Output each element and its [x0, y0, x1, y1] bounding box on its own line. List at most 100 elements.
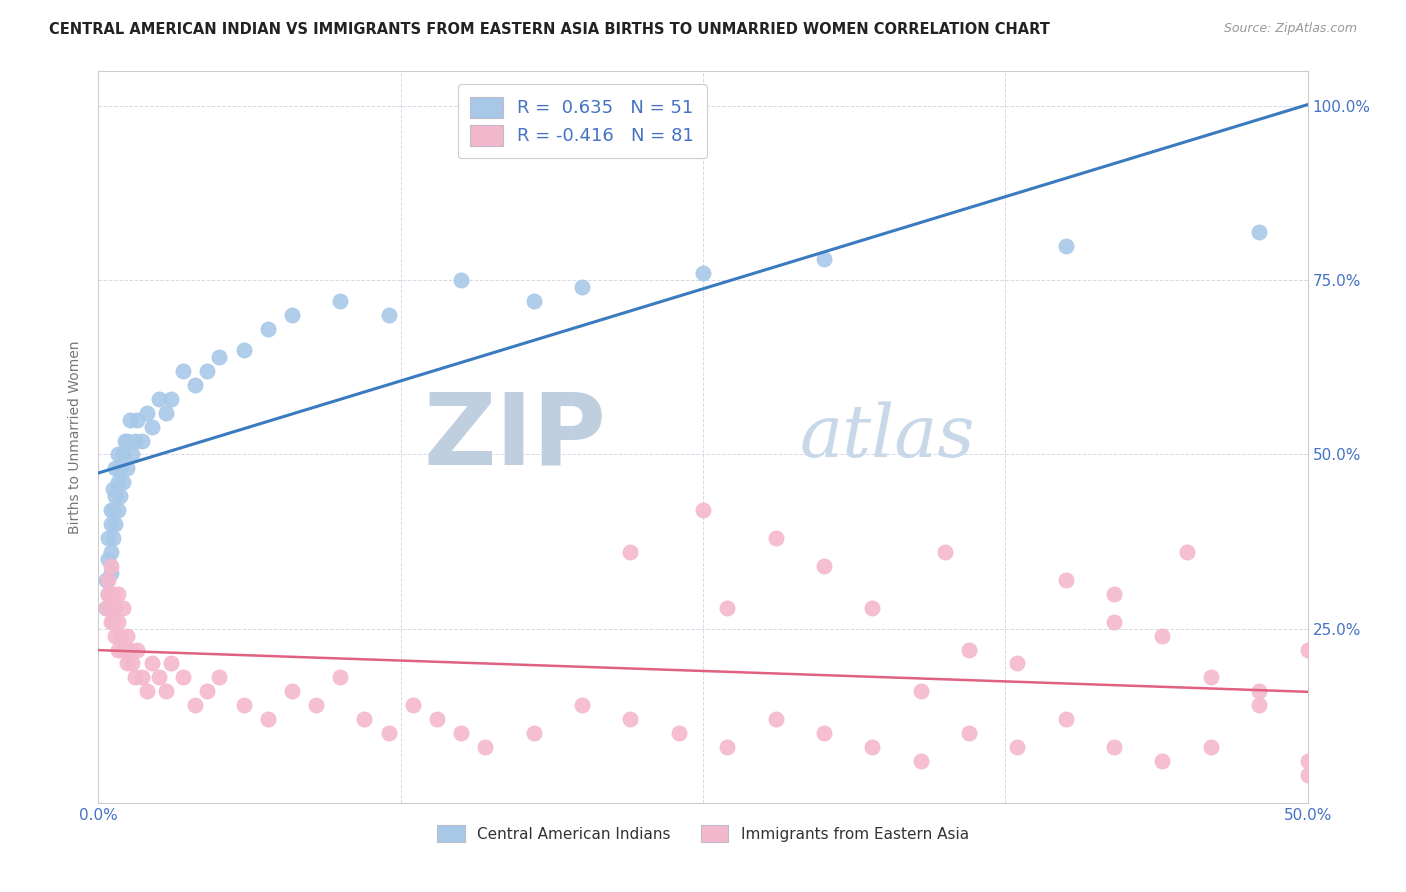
Point — [124, 670, 146, 684]
Point — [184, 698, 207, 713]
Point — [1296, 642, 1319, 657]
Point — [135, 684, 157, 698]
Text: ZIP: ZIP — [423, 389, 606, 485]
Point — [571, 698, 593, 713]
Point — [329, 670, 352, 684]
Point — [172, 364, 194, 378]
Point — [813, 726, 835, 740]
Point — [1152, 629, 1174, 643]
Point — [155, 406, 177, 420]
Y-axis label: Births to Unmarried Women: Births to Unmarried Women — [69, 341, 83, 533]
Point — [108, 489, 131, 503]
Point — [148, 392, 170, 406]
Point — [1102, 740, 1125, 755]
Point — [141, 657, 163, 671]
Point — [1102, 615, 1125, 629]
Point — [104, 461, 127, 475]
Point — [910, 684, 932, 698]
Point — [1007, 740, 1029, 755]
Point — [108, 629, 131, 643]
Point — [101, 483, 124, 497]
Point — [107, 503, 129, 517]
Point — [1175, 545, 1198, 559]
Point — [131, 434, 153, 448]
Point — [114, 434, 136, 448]
Point — [127, 412, 149, 426]
Point — [860, 600, 883, 615]
Point — [450, 273, 472, 287]
Text: atlas: atlas — [800, 401, 976, 473]
Point — [114, 642, 136, 657]
Point — [934, 545, 956, 559]
Text: CENTRAL AMERICAN INDIAN VS IMMIGRANTS FROM EASTERN ASIA BIRTHS TO UNMARRIED WOME: CENTRAL AMERICAN INDIAN VS IMMIGRANTS FR… — [49, 22, 1050, 37]
Point — [100, 615, 122, 629]
Point — [765, 531, 787, 545]
Point — [101, 587, 124, 601]
Point — [100, 545, 122, 559]
Point — [619, 545, 641, 559]
Point — [1296, 768, 1319, 782]
Point — [131, 670, 153, 684]
Point — [232, 343, 254, 357]
Point — [118, 412, 141, 426]
Point — [97, 587, 120, 601]
Point — [1102, 587, 1125, 601]
Point — [155, 684, 177, 698]
Point — [107, 642, 129, 657]
Point — [94, 573, 117, 587]
Point — [957, 642, 980, 657]
Point — [813, 558, 835, 573]
Point — [94, 600, 117, 615]
Legend: Central American Indians, Immigrants from Eastern Asia: Central American Indians, Immigrants fro… — [430, 817, 976, 850]
Point — [100, 503, 122, 517]
Point — [860, 740, 883, 755]
Point — [450, 726, 472, 740]
Point — [184, 377, 207, 392]
Point — [377, 726, 399, 740]
Point — [117, 461, 139, 475]
Point — [111, 600, 134, 615]
Point — [1054, 573, 1077, 587]
Point — [117, 657, 139, 671]
Point — [353, 712, 375, 726]
Point — [281, 684, 304, 698]
Point — [107, 475, 129, 490]
Point — [195, 364, 218, 378]
Point — [256, 712, 278, 726]
Point — [523, 294, 546, 309]
Point — [1054, 238, 1077, 252]
Point — [208, 350, 231, 364]
Point — [100, 566, 122, 580]
Point — [111, 448, 134, 462]
Point — [232, 698, 254, 713]
Point — [111, 475, 134, 490]
Point — [329, 294, 352, 309]
Point — [97, 531, 120, 545]
Point — [377, 308, 399, 322]
Point — [124, 434, 146, 448]
Point — [121, 657, 143, 671]
Point — [716, 600, 738, 615]
Point — [97, 587, 120, 601]
Point — [141, 419, 163, 434]
Point — [256, 322, 278, 336]
Point — [426, 712, 449, 726]
Point — [281, 308, 304, 322]
Point — [813, 252, 835, 267]
Point — [571, 280, 593, 294]
Point — [957, 726, 980, 740]
Point — [107, 615, 129, 629]
Point — [765, 712, 787, 726]
Point — [117, 629, 139, 643]
Point — [1296, 754, 1319, 768]
Point — [107, 448, 129, 462]
Point — [716, 740, 738, 755]
Point — [619, 712, 641, 726]
Point — [101, 600, 124, 615]
Point — [104, 629, 127, 643]
Point — [195, 684, 218, 698]
Point — [97, 573, 120, 587]
Point — [121, 448, 143, 462]
Point — [118, 642, 141, 657]
Point — [668, 726, 690, 740]
